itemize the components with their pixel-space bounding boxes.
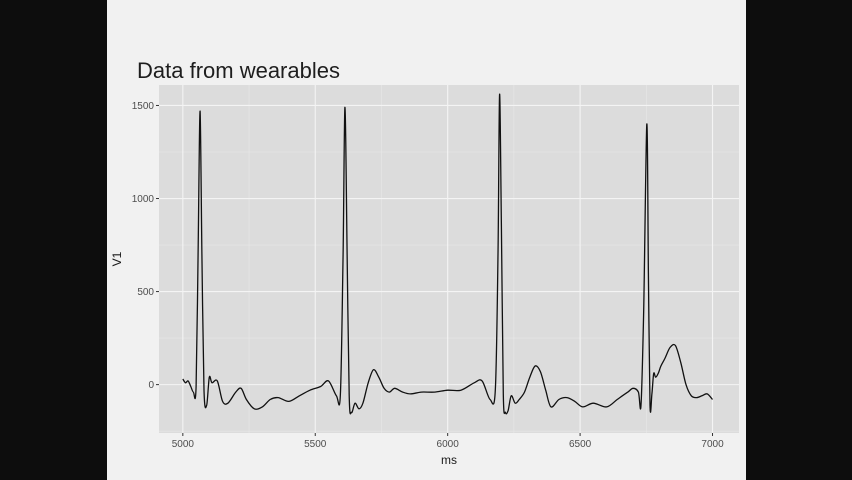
y-tick-label: 500 — [137, 287, 154, 298]
x-tick-labels: 5000 5500 6000 6500 7000 — [172, 439, 724, 450]
series-line — [182, 93, 714, 415]
y-axis-title: V1 — [110, 251, 124, 266]
axis-ticks — [156, 104, 714, 436]
slide-title: Data from wearables — [137, 58, 340, 83]
slide: Data from wearables 5000 5500 6000 6500 7000… — [107, 0, 746, 480]
y-tick-label: 0 — [148, 380, 154, 391]
y-tick-label: 1500 — [132, 101, 155, 112]
y-tick-label: 1000 — [132, 194, 155, 205]
major-gridlines — [159, 85, 739, 433]
x-tick-label: 5500 — [304, 439, 327, 450]
x-tick-label: 5000 — [172, 439, 195, 450]
x-axis-title: ms — [441, 453, 457, 467]
x-tick-label: 6000 — [437, 439, 460, 450]
x-tick-label: 6500 — [569, 439, 592, 450]
x-tick-label: 7000 — [701, 439, 724, 450]
plot-panel — [159, 85, 739, 433]
ecg-line-chart: 5000 5500 6000 6500 7000 0 500 1000 1500 ms V1 — [110, 85, 739, 467]
y-tick-labels: 0 500 1000 1500 — [132, 101, 155, 391]
